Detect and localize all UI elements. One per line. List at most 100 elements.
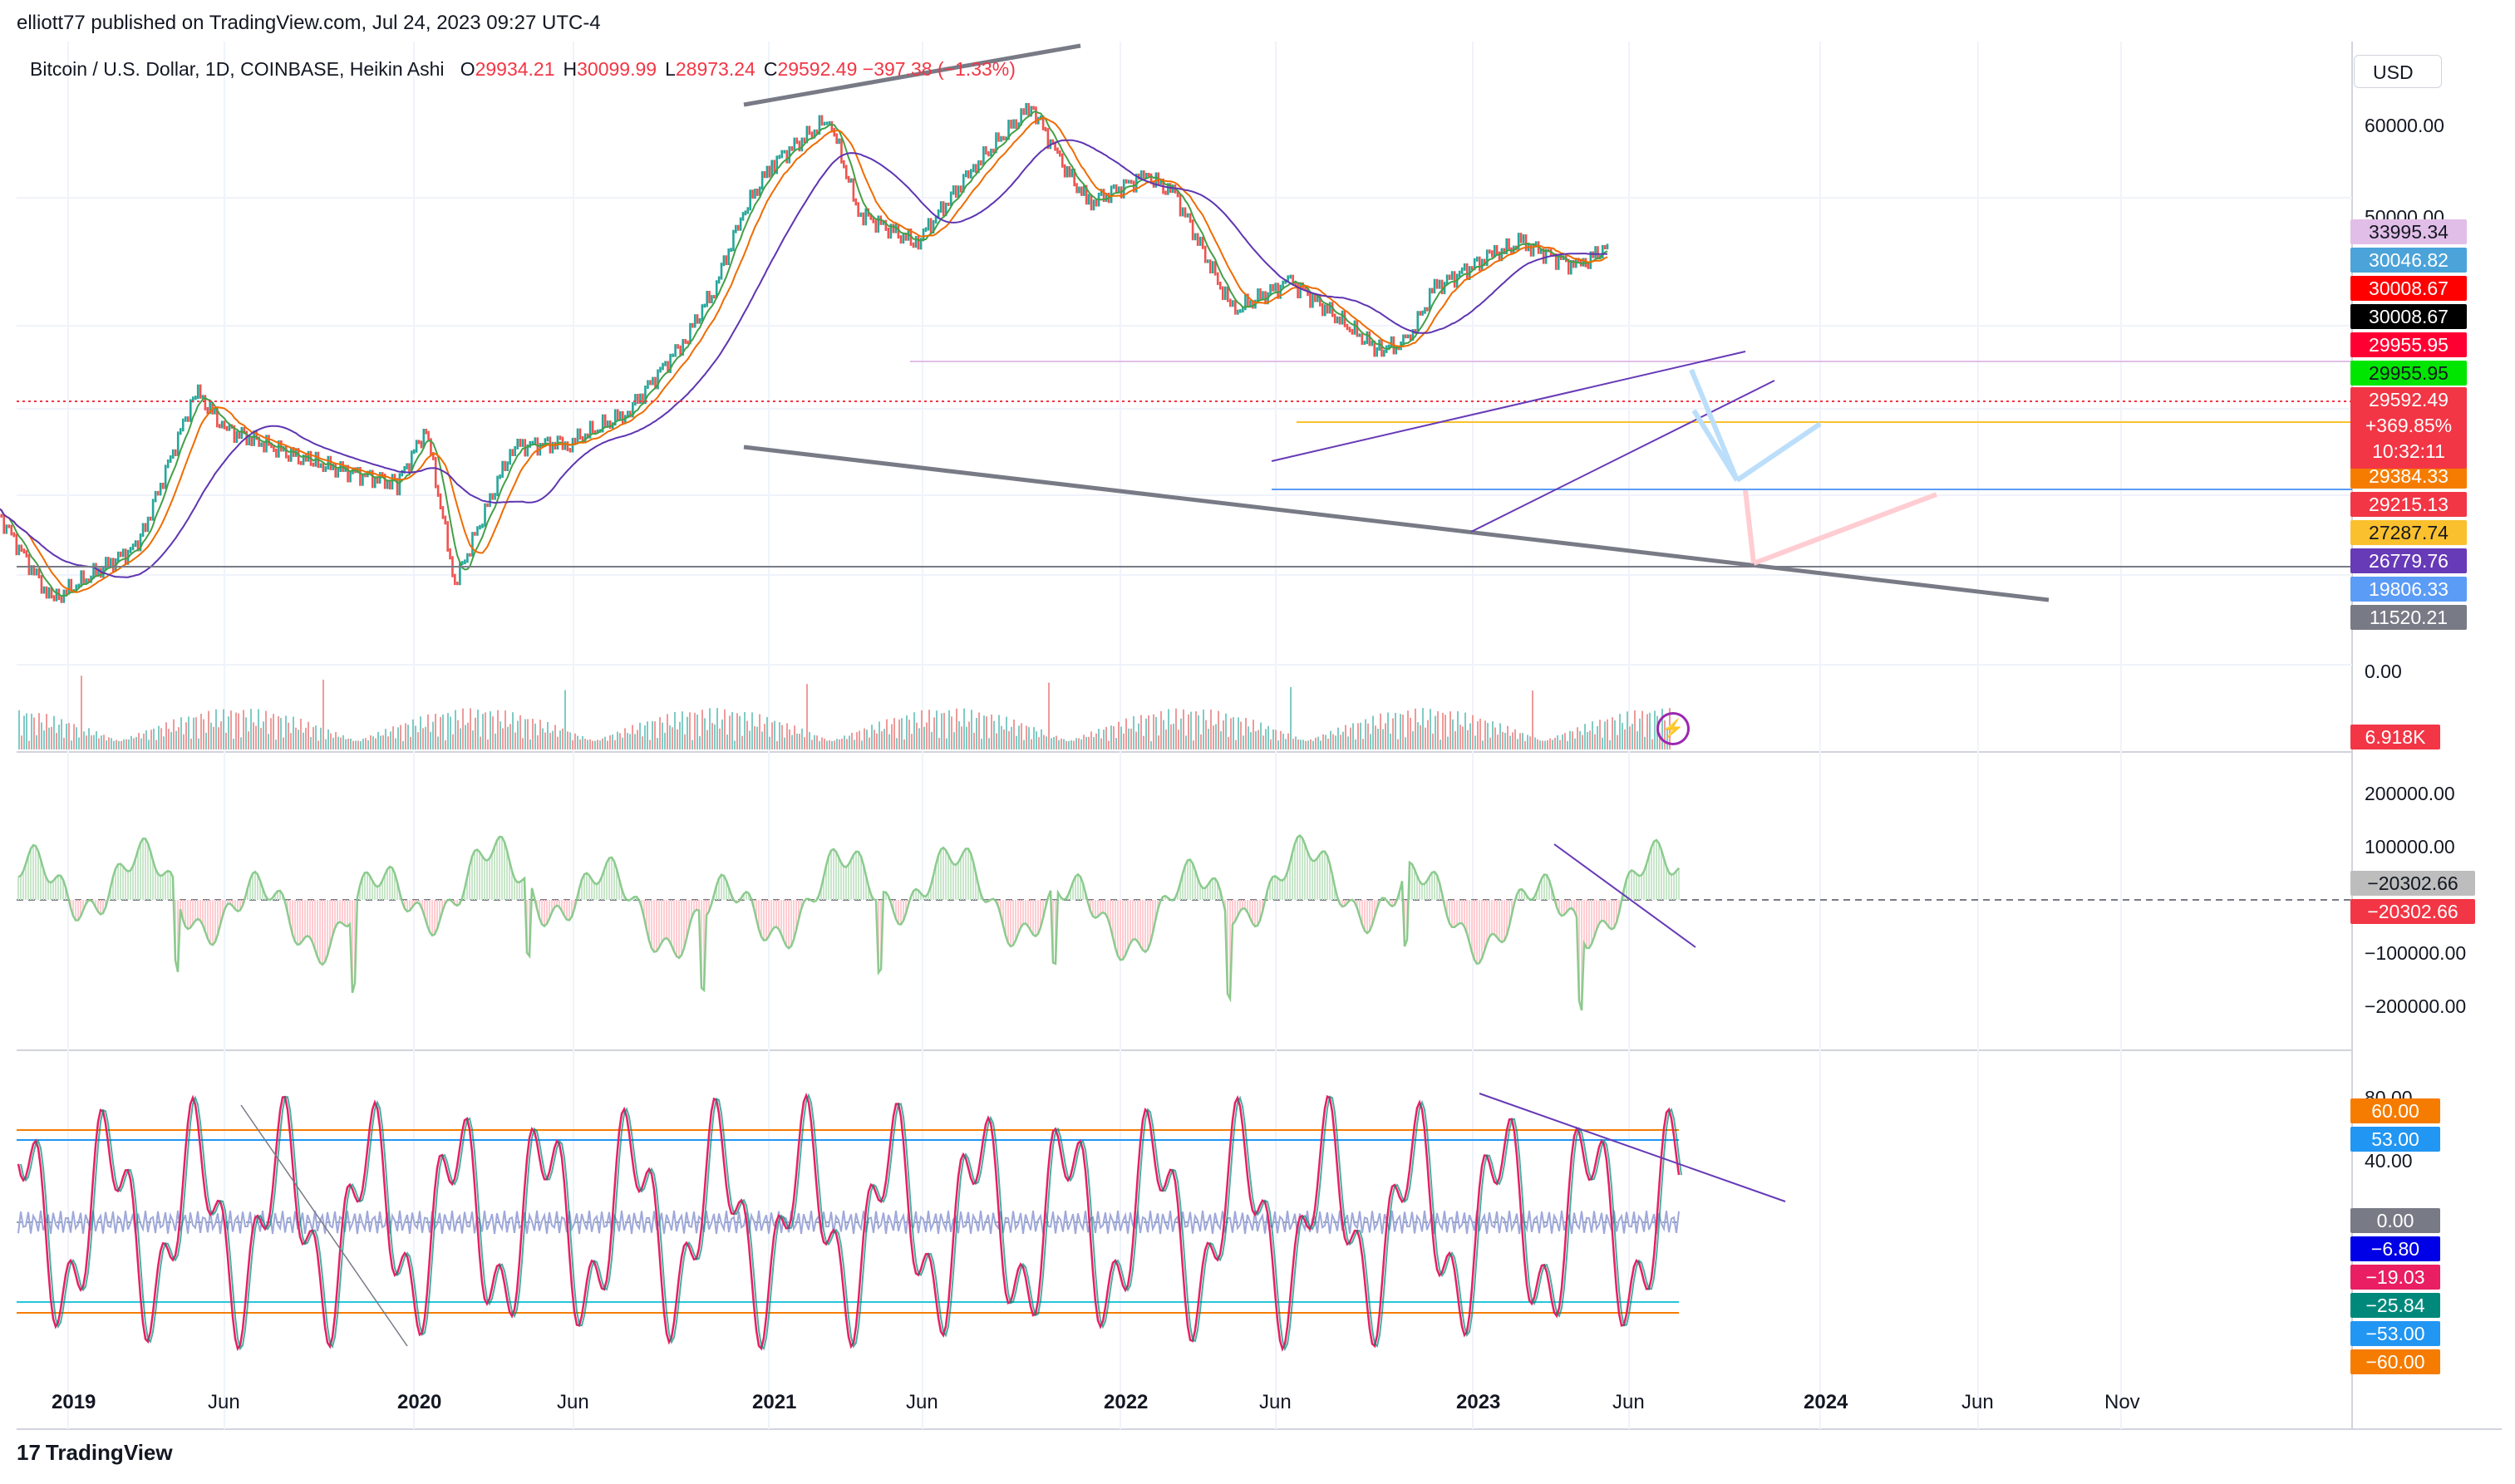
- lightning-bolt-icon[interactable]: ⚡: [1656, 712, 1690, 745]
- price-candle: [669, 353, 672, 374]
- volume-bar: [744, 711, 746, 749]
- volume-bar: [1387, 712, 1389, 749]
- price-candle: [1216, 272, 1219, 286]
- volume-bar: [881, 731, 883, 749]
- volume-bar: [1335, 735, 1336, 749]
- volume-bar: [322, 679, 324, 749]
- price-candle: [869, 213, 873, 220]
- volume-bar: [1497, 735, 1499, 749]
- price-candle: [159, 482, 162, 496]
- volume-bar: [1130, 728, 1132, 749]
- price-candle: [739, 217, 742, 231]
- currency-button[interactable]: USD: [2354, 55, 2442, 88]
- price-candle: [662, 362, 664, 371]
- symbol-legend[interactable]: Bitcoin / U.S. Dollar, 1D, COINBASE, Hei…: [30, 58, 1024, 81]
- price-candle: [401, 469, 404, 477]
- volume-bar: [726, 735, 728, 749]
- drawings[interactable]: [17, 43, 2352, 602]
- volume-bar: [28, 740, 30, 749]
- volume-bar: [58, 725, 60, 749]
- price-candle: [1341, 310, 1344, 325]
- volume-bar: [1073, 740, 1075, 749]
- volume-bar: [1003, 729, 1005, 749]
- volume-bar: [1031, 739, 1032, 749]
- volume-bar: [405, 723, 406, 749]
- volume-bar: [1088, 736, 1090, 749]
- volume-bar: [387, 736, 389, 749]
- volume-bar: [699, 736, 701, 749]
- tradingview-footer[interactable]: 17 TradingView: [17, 1440, 173, 1466]
- volume-bar: [831, 740, 833, 749]
- price-candle: [25, 550, 28, 558]
- volume-bar: [243, 710, 244, 749]
- price-candle: [687, 340, 689, 345]
- volume-bar: [604, 736, 606, 749]
- volume-bar: [1415, 708, 1416, 749]
- volume-bar: [1454, 730, 1456, 749]
- volume-bar: [165, 722, 167, 749]
- price-candle: [474, 532, 476, 536]
- price-candle: [154, 490, 157, 503]
- price-candle: [790, 146, 794, 151]
- volume-bar: [1066, 740, 1067, 749]
- price-candle: [166, 459, 170, 469]
- projection-arrow: [1752, 492, 1938, 566]
- price-candle: [278, 440, 280, 458]
- volume-bar: [642, 736, 643, 749]
- price-candle: [1606, 243, 1609, 250]
- volume-bar: [903, 739, 905, 749]
- volume-bar: [1577, 727, 1578, 749]
- volume-bar: [1036, 731, 1037, 749]
- price-candle: [1411, 329, 1415, 342]
- price-candle: [944, 202, 947, 217]
- volume-bar: [517, 720, 519, 749]
- price-candle: [1073, 169, 1075, 187]
- price-candle: [270, 442, 273, 449]
- volume-bar: [1604, 721, 1606, 749]
- oscillator-1-badge: −20302.66: [2350, 871, 2475, 896]
- price-candle: [181, 418, 185, 432]
- price-candle: [1100, 189, 1103, 196]
- volume-bar: [365, 738, 367, 749]
- volume-bar: [357, 740, 359, 749]
- volume-bar: [1557, 735, 1558, 749]
- volume-bar: [111, 738, 112, 749]
- volume-bar: [1120, 726, 1122, 749]
- volume-bar: [759, 714, 760, 749]
- volume-bar: [61, 719, 62, 749]
- price-level-badge: 29215.13: [2350, 492, 2467, 517]
- volume-bar: [1489, 737, 1491, 749]
- volume-bar: [367, 740, 369, 749]
- price-candle: [1371, 340, 1374, 346]
- price-candle: [1257, 288, 1259, 303]
- volume-bar: [1484, 720, 1486, 749]
- price-candle: [1211, 261, 1214, 274]
- price-candle: [1070, 169, 1074, 178]
- price-candle: [176, 431, 180, 457]
- price-candle: [603, 414, 607, 427]
- projection-arrow: [1689, 368, 1740, 482]
- price-candle: [258, 436, 260, 447]
- price-candle: [1191, 219, 1194, 241]
- price-candle: [1460, 267, 1464, 274]
- price-candle: [1201, 236, 1204, 249]
- volume-bar: [594, 740, 596, 749]
- price-candle: [992, 148, 995, 154]
- price-level-badge: 33995.34: [2350, 219, 2467, 244]
- price-candle: [1491, 250, 1494, 258]
- volume-bar: [190, 738, 192, 749]
- price-candle: [964, 170, 967, 178]
- price-candle: [1348, 327, 1351, 332]
- volume-bar: [377, 731, 379, 749]
- price-candle: [559, 435, 562, 440]
- volume-bar: [542, 728, 544, 749]
- price-candle: [243, 426, 246, 435]
- volume-bar: [502, 728, 504, 749]
- volume-bar: [168, 729, 170, 749]
- price-candle: [642, 393, 644, 405]
- volume-bar: [639, 722, 641, 749]
- volume-bar: [519, 715, 521, 749]
- price-candle: [398, 473, 401, 496]
- volume-bar: [487, 740, 489, 749]
